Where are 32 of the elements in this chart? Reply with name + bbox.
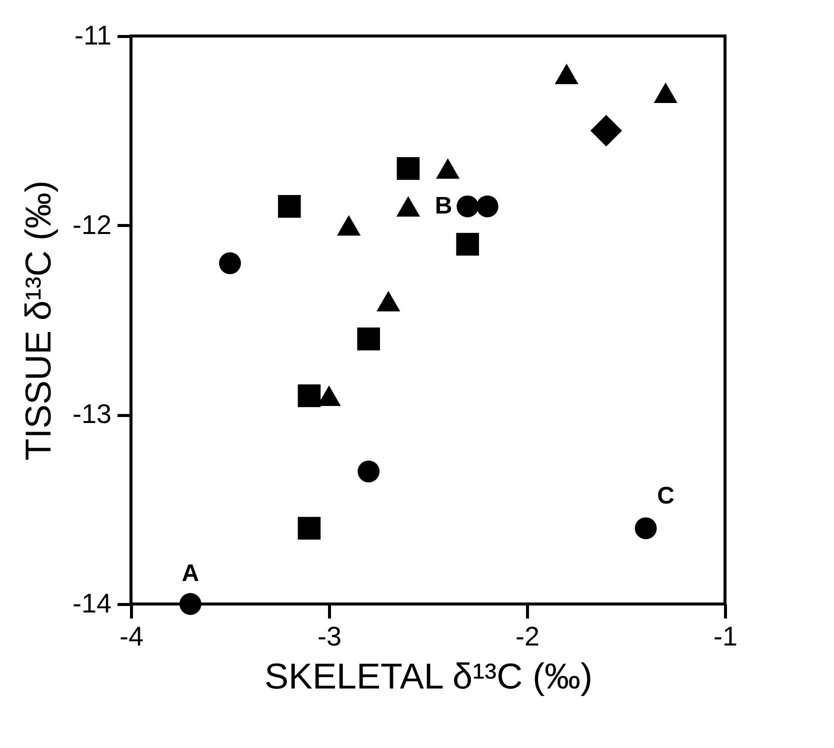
annotation: B	[434, 192, 452, 220]
point	[179, 593, 202, 615]
point	[396, 196, 420, 217]
point	[396, 157, 420, 180]
annotation: C	[657, 482, 674, 510]
point	[456, 195, 479, 218]
annotation: A	[182, 560, 200, 587]
y-tick-label: -12	[72, 210, 112, 240]
y-tick-label: -11	[74, 20, 112, 50]
x-axis-title: SKELETAL δ¹³C (‰)	[264, 656, 593, 696]
point	[590, 114, 622, 146]
x-tick-label: -2	[515, 622, 540, 652]
point	[634, 517, 657, 540]
x-tick-label: -4	[119, 622, 144, 652]
point	[298, 384, 321, 408]
point	[654, 82, 678, 104]
y-axis-title: TISSUE δ¹³C (‰)	[17, 180, 58, 461]
point	[436, 158, 460, 179]
y-tick-label: -13	[72, 399, 112, 430]
point	[336, 215, 361, 236]
y-tick-label: -14	[72, 588, 112, 618]
point	[456, 232, 479, 256]
point	[298, 516, 321, 540]
point	[476, 195, 498, 218]
x-tick-label: -1	[713, 622, 738, 652]
point	[278, 195, 301, 218]
point	[219, 252, 241, 274]
point	[554, 64, 578, 84]
point	[376, 290, 400, 312]
point	[358, 460, 380, 482]
x-tick-label: -3	[317, 622, 342, 652]
point	[357, 328, 380, 350]
